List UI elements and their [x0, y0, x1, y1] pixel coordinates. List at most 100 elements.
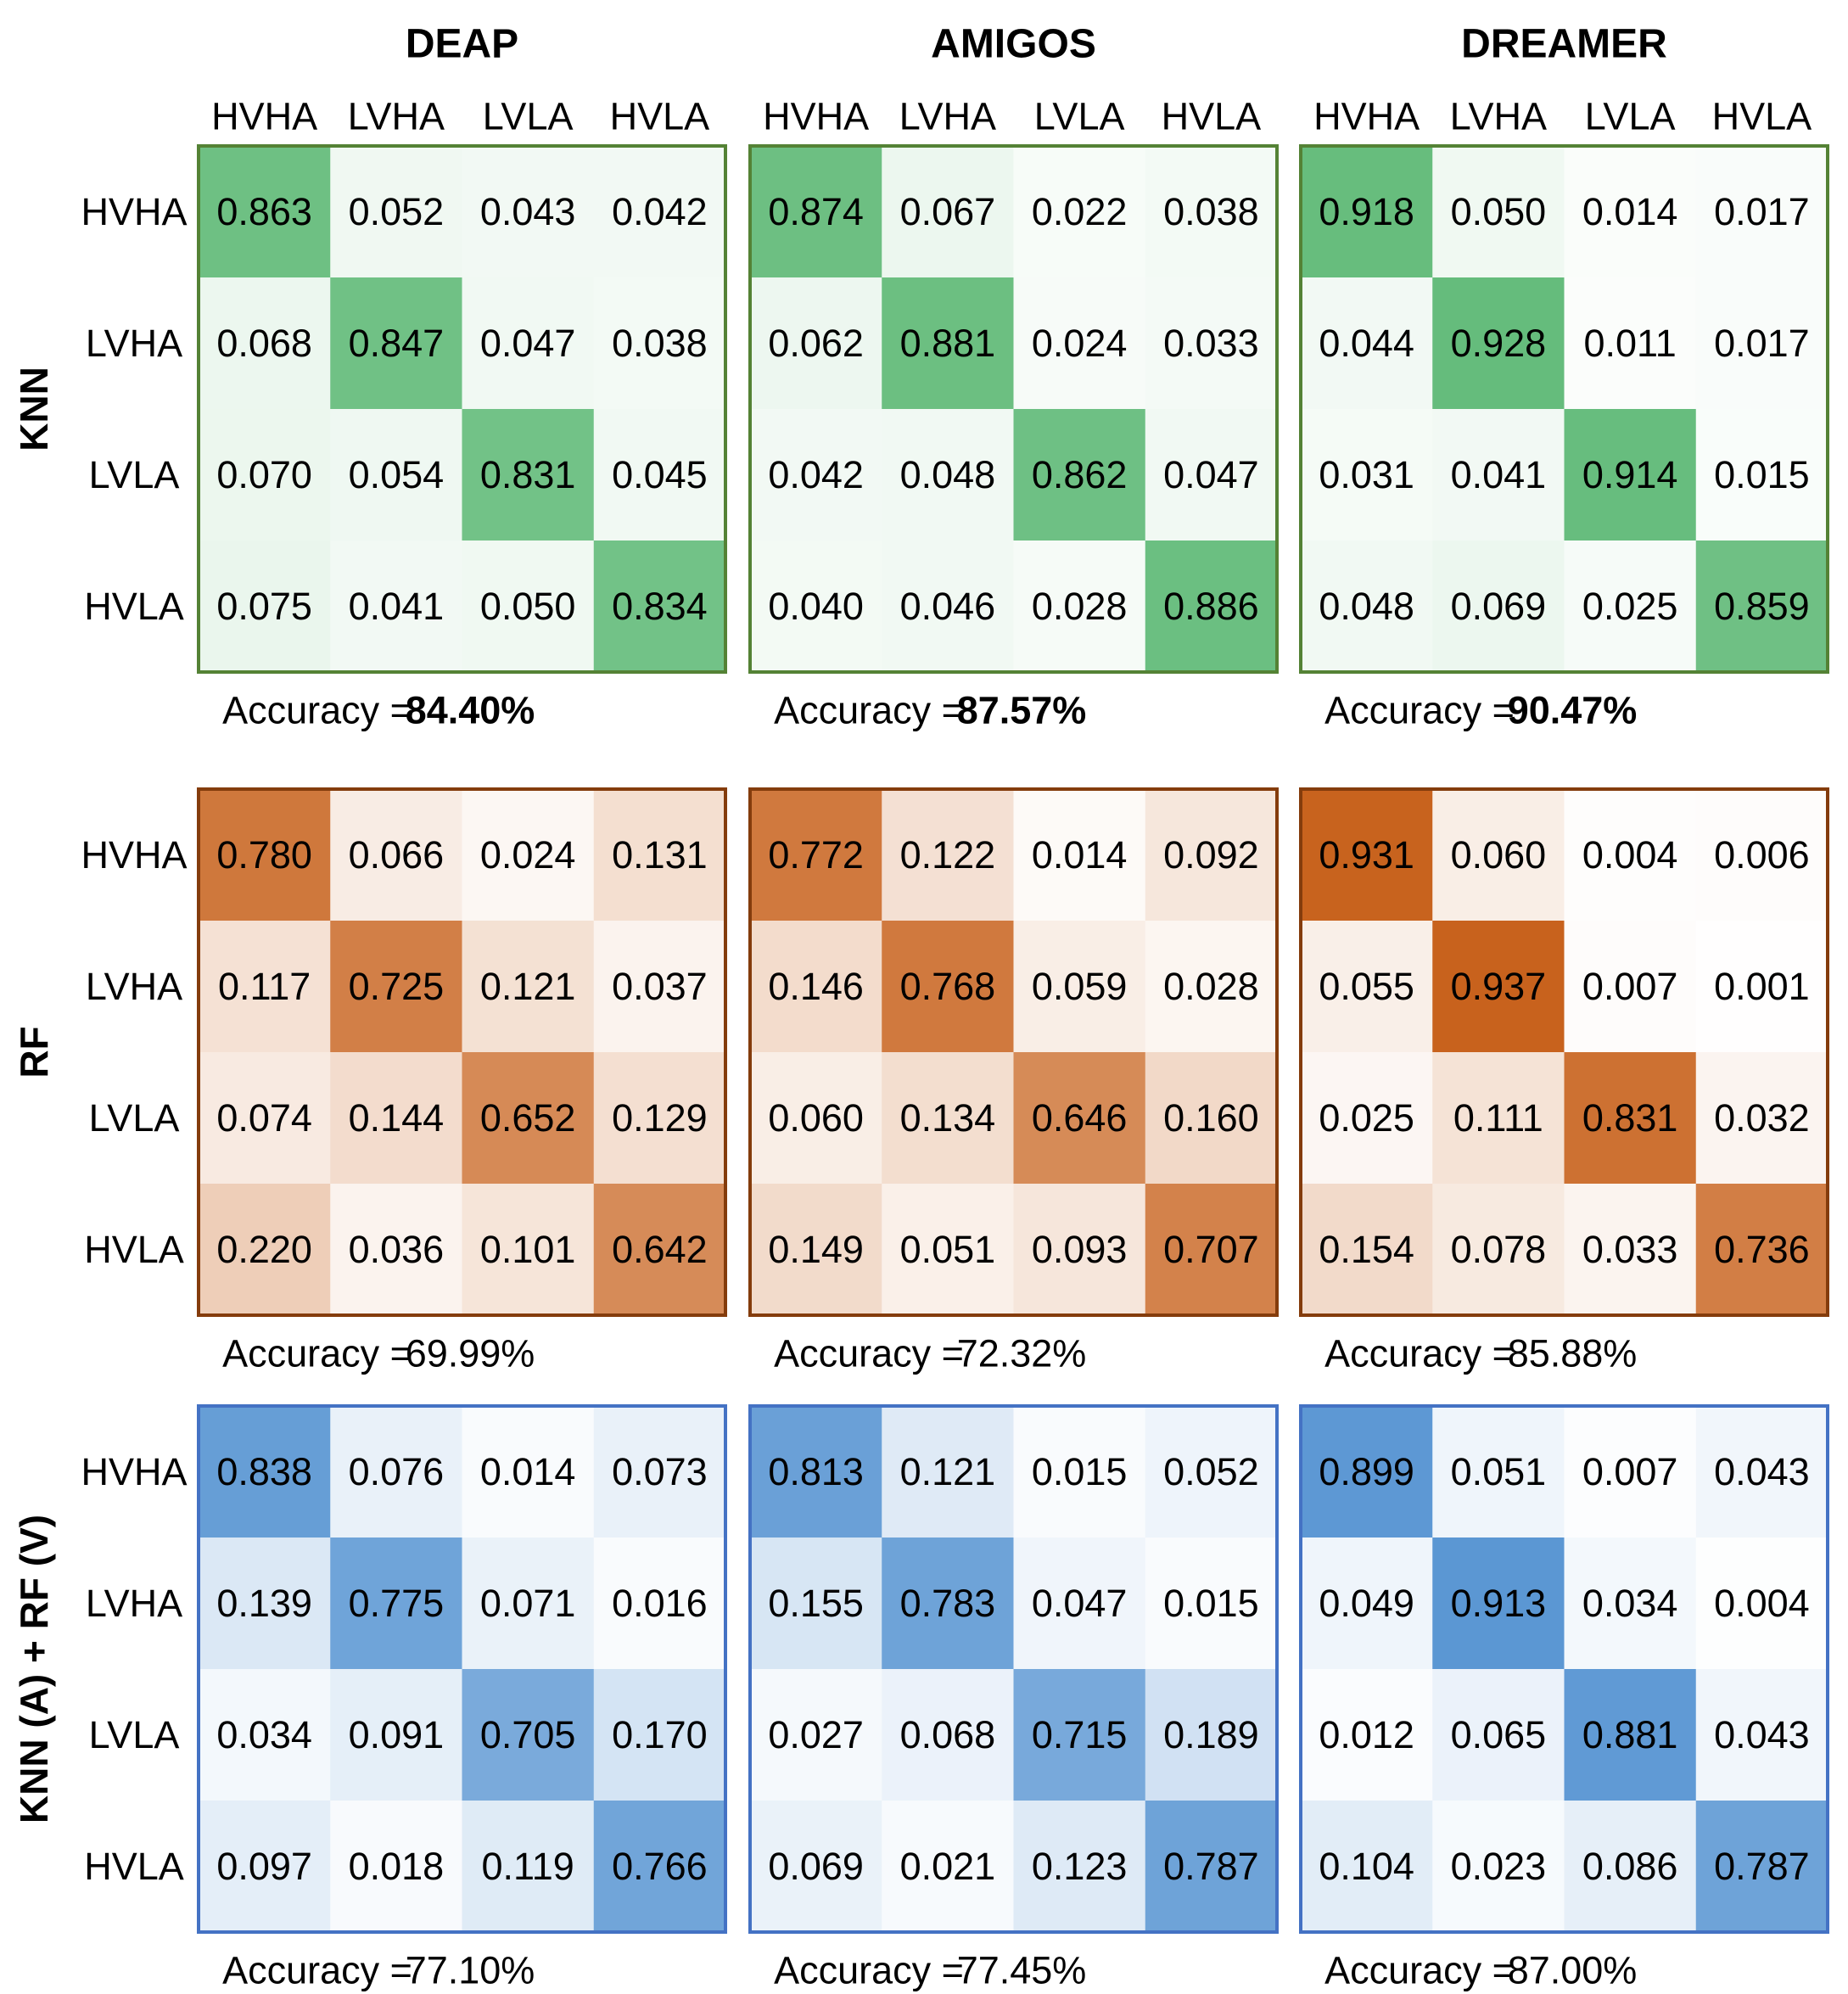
cell-lvha-hvla [593, 921, 726, 1053]
row-label-rf-hvla: HVLA [84, 1228, 184, 1271]
cell-lvha-hvha [1301, 277, 1433, 410]
column-label-amigos-lvha: LVHA [899, 95, 996, 138]
cell-lvha-lvha [882, 1538, 1014, 1670]
cell-value: 0.775 [349, 1582, 445, 1625]
cell-lvla-lvha [882, 1669, 1014, 1801]
accuracy-value: 77.10% [406, 1949, 535, 1992]
accuracy-value: 72.32% [957, 1332, 1087, 1375]
cell-hvla-lvla [1564, 541, 1697, 673]
cell-lvla-hvha [199, 409, 331, 541]
cell-hvha-lvla [1013, 789, 1146, 921]
cell-hvha-lvla [1564, 789, 1697, 921]
cell-lvha-hvla [593, 277, 726, 410]
cell-lvha-lvha [1432, 1538, 1565, 1670]
column-label-dreamer-lvha: LVHA [1450, 95, 1547, 138]
cell-lvla-lvla [462, 1669, 595, 1801]
cell-value: 0.073 [612, 1450, 708, 1493]
column-label-dreamer-lvla: LVLA [1585, 95, 1676, 138]
cell-value: 0.055 [1319, 965, 1414, 1008]
cell-lvla-hvla [1695, 409, 1828, 541]
cell-value: 0.642 [612, 1228, 708, 1271]
matrix-rf-amigos: 0.772 0.122 0.014 0.092 0.146 0.768 0.059 0.028… [748, 787, 1279, 1375]
cell-value: 0.015 [1714, 453, 1810, 496]
cell-hvha-hvla [1695, 789, 1828, 921]
cell-lvla-hvha [1301, 409, 1433, 541]
cell-value: 0.123 [1032, 1845, 1128, 1888]
cell-lvha-hvla [593, 1538, 726, 1670]
cell-value: 0.874 [768, 190, 864, 233]
cell-hvha-lvha [330, 146, 462, 278]
cell-hvha-hvla [593, 789, 726, 921]
cell-value: 0.024 [480, 833, 576, 877]
cell-hvha-lvla [462, 146, 595, 278]
matrix-knn-amigos: 0.874 0.067 0.022 0.038 0.062 0.881 0.024 0.033… [748, 144, 1279, 732]
cell-value: 0.725 [349, 965, 445, 1008]
cell-value: 0.913 [1451, 1582, 1547, 1625]
cell-hvha-lvha [330, 1406, 462, 1538]
cell-value: 0.028 [1032, 585, 1128, 628]
matrix-border [1299, 787, 1829, 1317]
cell-value: 0.006 [1714, 833, 1810, 877]
cell-lvha-lvha [882, 921, 1014, 1053]
cell-hvla-lvha [1432, 541, 1565, 673]
cell-hvla-hvha [750, 541, 882, 673]
column-label-amigos-hvha: HVHA [763, 95, 869, 138]
cell-lvla-hvha [750, 1052, 882, 1185]
cell-value: 0.017 [1714, 190, 1810, 233]
cell-value: 0.024 [1032, 322, 1128, 365]
cell-lvha-hvha [199, 1538, 331, 1670]
cell-lvla-lvha [882, 1052, 1014, 1185]
row-label-rf-hvha: HVHA [81, 833, 187, 877]
cell-value: 0.834 [612, 585, 708, 628]
cell-value: 0.069 [1451, 585, 1547, 628]
cell-value: 0.160 [1163, 1096, 1259, 1140]
cell-value: 0.007 [1582, 1450, 1678, 1493]
cell-lvha-hvla [1145, 277, 1278, 410]
cell-value: 0.021 [900, 1845, 996, 1888]
cell-value: 0.101 [480, 1228, 576, 1271]
cell-value: 0.707 [1163, 1228, 1259, 1271]
cell-value: 0.001 [1714, 965, 1810, 1008]
cell-value: 0.050 [1451, 190, 1547, 233]
matrix-rf-deap: 0.780 0.066 0.024 0.131 0.117 0.725 0.121 0.037… [197, 787, 727, 1375]
cell-value: 0.076 [349, 1450, 445, 1493]
cell-lvha-lvla [1564, 921, 1697, 1053]
cell-hvla-hvla [1695, 1801, 1828, 1933]
row-label-knn-a-rf-v-lvha: LVHA [86, 1582, 182, 1625]
cell-value: 0.146 [768, 965, 864, 1008]
cell-hvha-lvha [882, 146, 1014, 278]
cell-hvla-lvha [330, 1184, 462, 1316]
cell-value: 0.045 [612, 453, 708, 496]
row-label-knn-a-rf-v-lvla: LVLA [89, 1713, 180, 1756]
cell-hvla-hvha [199, 1184, 331, 1316]
cell-value: 0.813 [768, 1450, 864, 1493]
accuracy-label: Accuracy = [774, 689, 964, 732]
accuracy-value: 87.00% [1508, 1949, 1638, 1992]
cell-lvla-lvla [1564, 1052, 1697, 1185]
cell-lvha-lvha [330, 1538, 462, 1670]
column-label-deap-hvha: HVHA [211, 95, 317, 138]
cell-value: 0.139 [216, 1582, 312, 1625]
cell-value: 0.052 [1163, 1450, 1259, 1493]
cell-value: 0.111 [1453, 1096, 1543, 1140]
cell-value: 0.004 [1714, 1582, 1810, 1625]
cell-value: 0.048 [1319, 585, 1414, 628]
cell-value: 0.931 [1319, 833, 1414, 877]
method-label-knn-a-rf-v: KNN (A) + RF (V) [12, 1515, 56, 1823]
cell-lvla-lvha [330, 409, 462, 541]
cell-value: 0.075 [216, 585, 312, 628]
cell-value: 0.831 [1582, 1096, 1678, 1140]
matrix-border [197, 787, 727, 1317]
cell-value: 0.065 [1451, 1713, 1547, 1756]
cell-value: 0.050 [480, 585, 576, 628]
cell-lvha-hvha [750, 277, 882, 410]
cell-hvla-hvla [1145, 541, 1278, 673]
method-label-knn: KNN [12, 367, 56, 451]
cell-value: 0.018 [349, 1845, 445, 1888]
cell-lvha-lvha [330, 277, 462, 410]
accuracy-value: 85.88% [1508, 1332, 1638, 1375]
cell-value: 0.092 [1163, 833, 1259, 877]
cell-value: 0.004 [1582, 833, 1678, 877]
cell-value: 0.705 [480, 1713, 576, 1756]
cell-value: 0.033 [1582, 1228, 1678, 1271]
